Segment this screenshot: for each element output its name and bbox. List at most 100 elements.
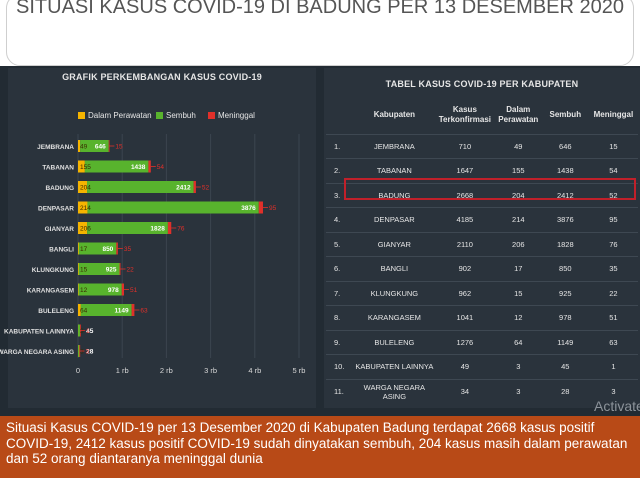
table-cell: 3876: [541, 207, 589, 232]
table-cell: JEMBRANA: [353, 133, 435, 159]
category-label: BANGLI: [49, 247, 74, 254]
table-cell: DENPASAR: [353, 207, 435, 232]
value-label-sembuh: 978: [108, 287, 119, 294]
category-label: KARANGASEM: [27, 288, 74, 295]
value-label-meninggal: 63: [140, 308, 148, 315]
table-cell: 45: [541, 354, 589, 379]
bar-sembuh: [87, 222, 168, 234]
table-cell: 5.: [326, 231, 354, 257]
value-label-perawatan: 64: [80, 308, 88, 315]
value-label-perawatan: 3: [80, 328, 84, 335]
category-label: JEMBRANA: [37, 144, 74, 151]
headline: SITUASI KASUS COVID-19 DI BADUNG PER 13 …: [16, 0, 624, 18]
value-label-meninggal: 35: [124, 246, 132, 253]
chart-panel: [8, 68, 316, 408]
table-cell: 978: [541, 305, 589, 330]
value-label-perawatan: 3: [80, 349, 84, 356]
bar-sembuh: [87, 201, 259, 214]
category-label: DENPASAR: [38, 206, 74, 213]
table-cell: 1276: [434, 329, 495, 355]
chart-title: GRAFIK PERKEMBANGAN KASUS COVID-19: [62, 72, 262, 82]
watermark: Activate: [594, 398, 640, 414]
value-label-meninggal: 76: [177, 226, 185, 233]
table-cell: WARGA NEGARA ASING: [353, 378, 435, 404]
value-label-perawatan: 155: [80, 164, 91, 171]
bar-meninggal: [148, 160, 151, 173]
table-cell: 8.: [326, 305, 354, 330]
table-cell: 3: [494, 354, 542, 379]
table-cell: 646: [541, 133, 589, 159]
value-label-meninggal: 95: [269, 205, 277, 212]
table-cell: 3.: [326, 182, 354, 208]
legend-item-sembuh: Sembuh: [156, 111, 196, 120]
table-cell: 34: [434, 378, 495, 404]
value-label-meninggal: 15: [115, 144, 123, 151]
bar-meninggal: [193, 181, 196, 193]
table-cell: 6.: [326, 256, 354, 281]
x-tick-label: 5 rb: [293, 366, 306, 375]
table-cell: 204: [494, 182, 542, 208]
table-cell: 902: [434, 256, 495, 281]
bar-dalam-perawatan: [78, 201, 88, 214]
table-cell: 2412: [541, 182, 589, 208]
table-cell: 4.: [326, 207, 354, 232]
value-label-meninggal: 3: [86, 349, 90, 356]
legend-item-perawatan: Dalam Perawatan: [78, 111, 152, 120]
x-tick-label: 0: [76, 366, 80, 375]
value-label-perawatan: 204: [80, 185, 91, 192]
value-label-meninggal: 54: [157, 164, 165, 171]
table-cell: 850: [541, 256, 589, 281]
table-cell: 214: [494, 207, 542, 232]
value-label-sembuh: 2412: [176, 185, 191, 192]
table-body: 1. JEMBRANA 710 49 646 15 2. TABANAN 1647 155 1438…: [326, 133, 638, 404]
table-row: 11. WARGA NEGARA ASING 34 3 28 3: [326, 378, 638, 404]
value-label-perawatan: 15: [80, 267, 88, 274]
legend-label-perawatan: Dalam Perawatan: [88, 111, 152, 120]
table-cell: 1: [588, 354, 638, 379]
bar-meninggal: [108, 140, 110, 152]
table-cell: BULELENG: [353, 329, 435, 355]
table-cell: 95: [588, 207, 638, 232]
value-label-perawatan: 17: [80, 246, 88, 253]
bar-dalam-perawatan: [78, 140, 81, 152]
category-label: BADUNG: [45, 185, 74, 192]
value-label-sembuh: 646: [95, 144, 106, 151]
legend-swatch-sembuh: [156, 112, 163, 119]
table-row: 1. JEMBRANA 710 49 646 15: [326, 133, 638, 159]
bar-sembuh: [80, 304, 132, 316]
legend-label-sembuh: Sembuh: [166, 111, 196, 120]
value-label-sembuh: 1828: [150, 226, 165, 233]
table-cell: 206: [494, 231, 542, 257]
table-header-cell: Meninggal: [593, 109, 634, 119]
table-cell: KABUPATEN LAINNYA: [353, 354, 435, 379]
table-cell: 64: [494, 329, 542, 355]
table-row: 6. BANGLI 902 17 850 35: [326, 256, 638, 281]
value-label-sembuh: 925: [106, 267, 117, 274]
table-cell: 17: [494, 256, 542, 281]
bar-dalam-perawatan: [78, 242, 80, 255]
bar-dalam-perawatan: [78, 222, 88, 234]
table-cell: 10.: [326, 354, 354, 379]
x-tick-label: 1 rb: [116, 366, 129, 375]
table-cell: 52: [588, 182, 638, 208]
table-cell: 11.: [326, 378, 354, 404]
table-cell: 51: [588, 305, 638, 330]
table-cell: 1041: [434, 305, 495, 330]
value-label-perawatan: 49: [80, 144, 88, 151]
table-row: 5. GIANYAR 2110 206 1828 76: [326, 231, 638, 257]
value-label-sembuh: 1149: [115, 308, 129, 315]
value-label-meninggal: 51: [130, 287, 138, 294]
bar-dalam-perawatan: [78, 181, 88, 193]
legend-item-meninggal: Meninggal: [208, 111, 255, 120]
table-row: 8. KARANGASEM 1041 12 978 51: [326, 305, 638, 330]
table-cell: 15: [588, 133, 638, 159]
bar-sembuh: [87, 181, 194, 193]
category-label: KLUNGKUNG: [32, 267, 74, 274]
bar-sembuh: [80, 140, 109, 152]
x-tick-label: 3 rb: [204, 366, 217, 375]
bar-dalam-perawatan: [78, 304, 81, 316]
table-header-cell: Kasus Terkonfirmasi: [438, 104, 492, 124]
category-label: WARGA NEGARA ASING: [0, 349, 74, 356]
table-cell: 76: [588, 231, 638, 257]
